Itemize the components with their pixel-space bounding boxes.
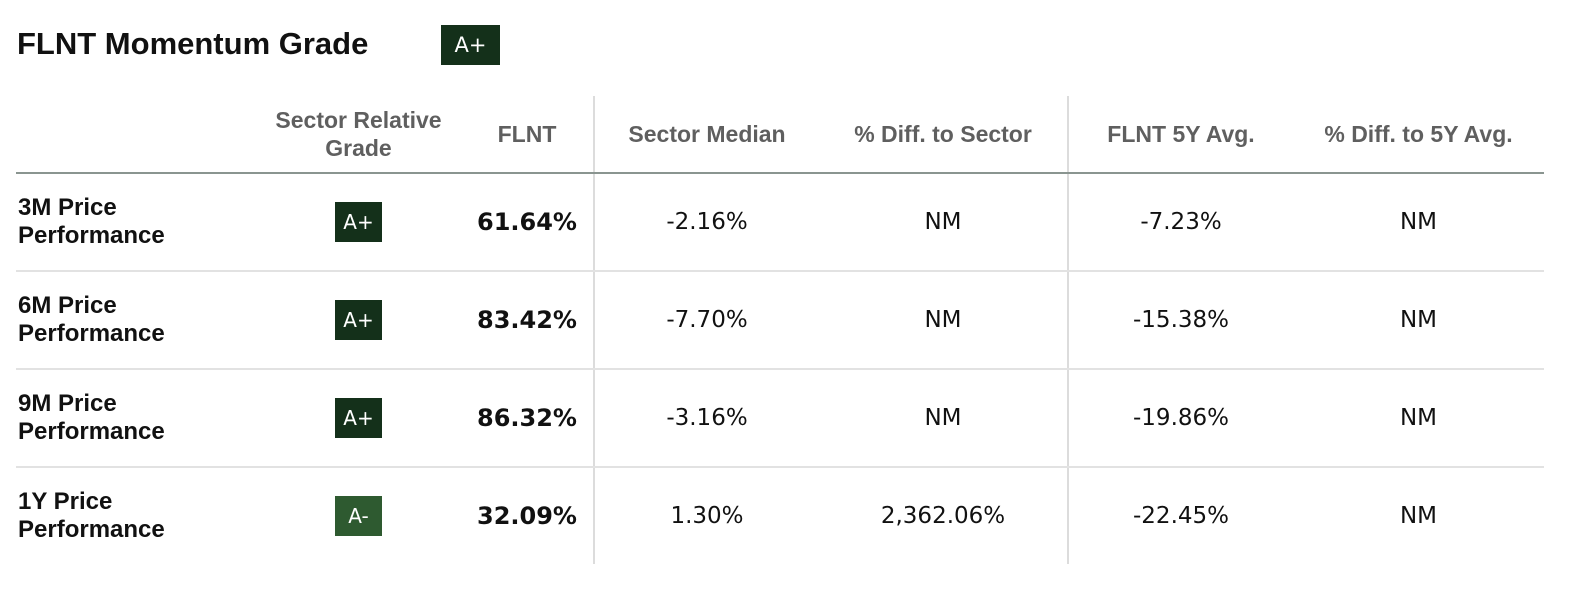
- column-header-diff-to-5y-avg: % Diff. to 5Y Avg.: [1293, 96, 1544, 174]
- overall-grade-badge: A+: [441, 25, 500, 65]
- flnt-value: 83.42%: [461, 271, 595, 370]
- diff-to-sector-value: NM: [819, 173, 1069, 272]
- metric-label: 3M Price Performance: [16, 173, 256, 272]
- metric-label: 1Y Price Performance: [18, 488, 165, 543]
- momentum-grade-table: Sector Relative Grade FLNT Sector Median…: [16, 96, 1544, 564]
- sector-median-value: -2.16%: [594, 173, 819, 272]
- flnt-5y-avg-value: -15.38%: [1068, 271, 1293, 370]
- grade-cell: A+: [256, 173, 461, 272]
- grade-cell: A-: [256, 467, 461, 564]
- diff-to-5y-avg-value: NM: [1293, 271, 1544, 370]
- grade-cell: A+: [256, 369, 461, 468]
- grade-badge: A+: [335, 202, 382, 242]
- grade-cell: A+: [256, 271, 461, 370]
- table-row: 3M Price Performance A+ 61.64% -2.16% NM…: [16, 173, 1544, 272]
- grade-badge: A+: [335, 398, 382, 438]
- table-row: 1Y Price Performance A- 32.09% 1.30% 2,3…: [16, 467, 1544, 564]
- sector-median-value: -7.70%: [594, 271, 819, 370]
- column-header-flnt-5y-avg: FLNT 5Y Avg.: [1068, 96, 1293, 174]
- table-row: 6M Price Performance A+ 83.42% -7.70% NM…: [16, 271, 1544, 370]
- flnt-5y-avg-value: -19.86%: [1068, 369, 1293, 468]
- metric-label: 9M Price Performance: [16, 369, 256, 468]
- table-header-row: Sector Relative Grade FLNT Sector Median…: [16, 96, 1544, 174]
- flnt-value: 61.64%: [461, 173, 595, 272]
- sector-median-value: 1.30%: [670, 503, 744, 529]
- column-header-sector-median: Sector Median: [594, 96, 819, 174]
- page-title: FLNT Momentum Grade: [17, 26, 369, 61]
- column-header-sector-relative-grade: Sector Relative Grade: [256, 96, 461, 174]
- diff-to-5y-avg-value: NM: [1293, 173, 1544, 272]
- grade-badge: A+: [335, 300, 382, 340]
- diff-to-sector-value: 2,362.06%: [819, 467, 1069, 564]
- table-row: 9M Price Performance A+ 86.32% -3.16% NM…: [16, 369, 1544, 468]
- diff-to-sector-value: NM: [819, 271, 1069, 370]
- column-header-diff-to-sector: % Diff. to Sector: [819, 96, 1069, 174]
- metric-label: 6M Price Performance: [16, 271, 256, 370]
- diff-to-5y-avg-value: NM: [1399, 503, 1438, 529]
- diff-to-5y-avg-value: NM: [1293, 369, 1544, 468]
- momentum-grade-header: FLNT Momentum Grade A+: [17, 24, 617, 66]
- flnt-value: 86.32%: [461, 369, 595, 468]
- flnt-5y-avg-value: -7.23%: [1068, 173, 1293, 272]
- flnt-5y-avg-value: -22.45%: [1133, 503, 1229, 529]
- column-header-flnt: FLNT: [461, 96, 595, 174]
- column-header-metric: [16, 96, 256, 174]
- diff-to-sector-value: NM: [819, 369, 1069, 468]
- sector-median-value: -3.16%: [594, 369, 819, 468]
- flnt-value: 32.09%: [461, 467, 595, 564]
- grade-badge: A-: [335, 496, 382, 536]
